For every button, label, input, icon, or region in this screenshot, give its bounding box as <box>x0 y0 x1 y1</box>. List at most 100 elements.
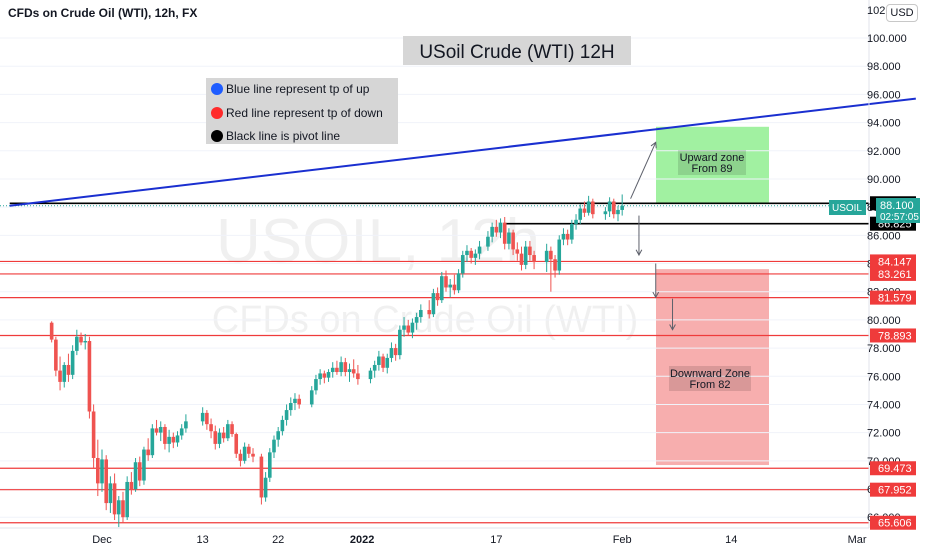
down-candle-body <box>511 232 515 250</box>
up-candle-body <box>150 428 155 456</box>
up-candle-body <box>70 350 75 375</box>
down-candle-body <box>515 249 520 254</box>
up-candle-body <box>142 449 146 481</box>
down-candle-body <box>494 226 499 233</box>
up-candle-body <box>377 356 381 365</box>
price-tick-label: 98.000 <box>867 61 901 73</box>
up-candle-body <box>288 403 293 411</box>
up-candle-body <box>330 367 335 373</box>
up-candle-body <box>276 431 280 440</box>
down-candle-body <box>209 424 213 432</box>
down-candle-body <box>137 462 142 481</box>
projection-arrows <box>630 141 676 331</box>
arrow-shaft <box>630 142 657 199</box>
up-candle-body <box>402 325 406 330</box>
up-candle-body <box>616 209 620 215</box>
current-price-tag <box>876 198 920 223</box>
down-candle-body <box>591 201 595 215</box>
up-candle-body <box>410 322 415 333</box>
symbol-title[interactable]: CFDs on Crude Oil (WTI), 12h, FX <box>8 6 197 20</box>
down-candle-body <box>435 293 440 301</box>
down-candle-body <box>221 432 226 439</box>
up-candle-body <box>293 398 297 404</box>
arrow-head <box>669 324 676 331</box>
upward-zone-label-bg <box>678 150 746 175</box>
time-tick-label: 17 <box>490 534 502 546</box>
down-candle-body <box>393 348 398 356</box>
current-price-value: 88.100 <box>880 200 914 212</box>
downward-zone-label: Downward Zone From 82 <box>669 366 751 391</box>
red-price-badge-label: 65.606 <box>878 518 912 530</box>
down-candle-body <box>297 398 301 405</box>
time-axis[interactable]: Dec 13 22 2022 17 Feb 14 Mar <box>92 534 867 546</box>
up-candle-body <box>318 373 322 380</box>
down-candle-body <box>91 411 96 458</box>
blue-trendline[interactable] <box>9 97 916 207</box>
up-candle-body <box>398 329 402 356</box>
up-candle-body <box>339 362 343 373</box>
time-tick-label: 13 <box>197 534 209 546</box>
up-candle-body <box>100 459 104 484</box>
down-candle-body <box>58 370 62 382</box>
red-price-badge-label: 84.147 <box>878 256 912 268</box>
down-candle-body <box>565 233 570 240</box>
down-candle-body <box>322 373 327 378</box>
down-candle-body <box>247 446 251 454</box>
upward-zone[interactable] <box>656 126 769 203</box>
downward-zone-label-bg <box>669 366 751 391</box>
up-candle-body <box>620 205 624 210</box>
down-candle-body <box>528 246 532 256</box>
up-candle-body <box>284 410 289 420</box>
down-candle-body <box>205 412 209 425</box>
up-candle-body <box>498 222 503 233</box>
down-candle-body <box>444 276 448 288</box>
up-candle-body <box>263 477 268 498</box>
up-candle-body <box>368 370 373 380</box>
up-candle-body <box>75 336 79 351</box>
up-candle-body <box>561 233 566 240</box>
up-candle-body <box>477 246 482 254</box>
down-candle-body <box>49 322 54 340</box>
red-price-badge-label: 78.893 <box>878 330 912 342</box>
watermark-symbol: USOIL, 12h <box>216 207 540 276</box>
down-candle-body <box>112 483 117 515</box>
currency-selector[interactable]: USD <box>886 4 918 22</box>
red-price-badge-label: 81.579 <box>878 293 912 305</box>
down-candle-body <box>251 453 255 457</box>
current-price-marker[interactable]: USOIL 88.100 02:57:05 <box>829 198 920 223</box>
symbol-tag-label: USOIL <box>832 203 862 214</box>
legend-bg <box>206 78 398 144</box>
time-tick-label: Mar <box>848 534 867 546</box>
up-candle-body <box>570 224 574 240</box>
up-candle-body <box>268 452 272 478</box>
price-tick-label: 92.000 <box>867 146 901 158</box>
up-candle-body <box>574 219 578 225</box>
up-candle-body <box>62 364 67 382</box>
red-price-badge <box>870 254 916 269</box>
down-candle-body <box>234 434 239 454</box>
symbol-tag <box>829 200 866 215</box>
price-tick-label: 72.000 <box>867 428 901 440</box>
upward-zone-label: Upward zone From 89 <box>678 150 746 175</box>
up-candle-body <box>414 317 419 323</box>
arrow-head <box>650 141 657 149</box>
legend-item-blue: Blue line represent tp of up <box>226 82 370 96</box>
price-tick-label: 78.000 <box>867 343 901 355</box>
down-candle-body <box>259 456 264 498</box>
up-candle-body <box>419 310 423 318</box>
up-candle-body <box>347 369 352 373</box>
up-candle-body <box>280 419 285 432</box>
down-candle-body <box>452 284 457 291</box>
price-tick-label: 74.000 <box>867 399 901 411</box>
chart-title-box[interactable]: USoil Crude (WTI) 12H <box>403 36 631 65</box>
legend-box[interactable]: Blue line represent tp of up Red line re… <box>206 78 398 144</box>
down-candle-body <box>213 431 218 444</box>
red-price-badge <box>870 266 916 281</box>
downward-zone-label-line1: Downward Zone <box>670 368 750 380</box>
price-tick-label: 94.000 <box>867 118 901 130</box>
red-price-badge-label: 83.261 <box>878 269 912 281</box>
red-price-badge-label: 69.473 <box>878 463 912 475</box>
red-price-badge <box>870 515 916 530</box>
